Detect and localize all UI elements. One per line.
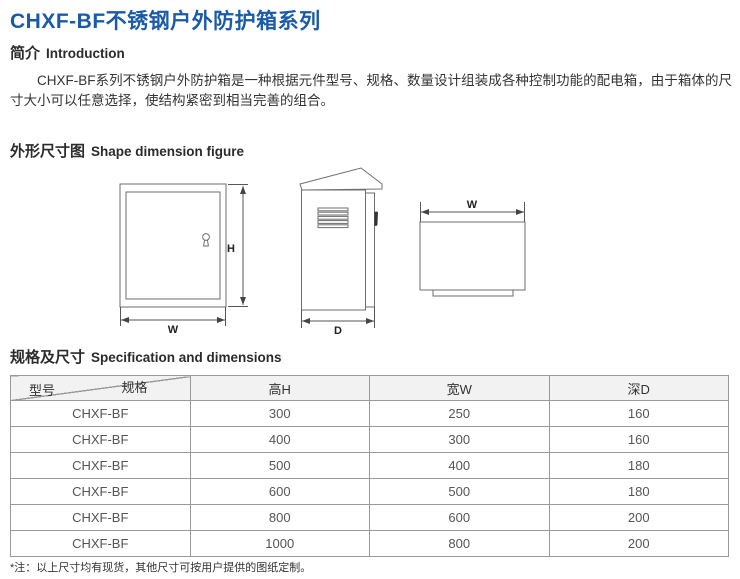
depth-cell: 180 bbox=[548, 452, 729, 479]
door-edge bbox=[365, 192, 375, 308]
spec-table-row: CHXF-BF 1000 800 200 bbox=[10, 530, 729, 557]
width-cell: 250 bbox=[369, 400, 550, 427]
spec-heading-en: Specification and dimensions bbox=[91, 350, 282, 365]
spec-heading: 规格及尺寸 Specification and dimensions bbox=[10, 346, 282, 367]
back-width-dimension-label: W bbox=[467, 199, 478, 211]
height-dimension-label: H bbox=[227, 243, 235, 255]
table-footnote: *注：以上尺寸均有现货，其他尺寸可按用户提供的图纸定制。 bbox=[10, 562, 312, 574]
cabinet-base bbox=[432, 289, 514, 297]
height-cell: 1000 bbox=[189, 530, 370, 557]
width-cell: 500 bbox=[369, 478, 550, 505]
model-cell: CHXF-BF bbox=[10, 426, 191, 453]
rain-roof bbox=[299, 167, 383, 191]
width-cell: 300 bbox=[369, 426, 550, 453]
shape-figure-heading: 外形尺寸图 Shape dimension figure bbox=[10, 140, 244, 161]
col-header-width: 宽W bbox=[369, 375, 550, 401]
width-cell: 800 bbox=[369, 530, 550, 557]
side-view-drawing: D bbox=[299, 167, 383, 335]
height-cell: 600 bbox=[189, 478, 370, 505]
height-cell: 300 bbox=[189, 400, 370, 427]
cabinet-back-body bbox=[419, 221, 526, 291]
width-cell: 600 bbox=[369, 504, 550, 531]
door-handle bbox=[374, 211, 378, 226]
depth-dimension-label: D bbox=[334, 325, 342, 335]
spec-table-row: CHXF-BF 400 300 160 bbox=[10, 426, 729, 453]
front-view-drawing: H W bbox=[119, 183, 248, 335]
height-cell: 400 bbox=[189, 426, 370, 453]
depth-cell: 180 bbox=[548, 478, 729, 505]
col-header-depth: 深D bbox=[548, 375, 729, 401]
col-header-height: 高H bbox=[189, 375, 370, 401]
louver-vent bbox=[317, 207, 349, 229]
spec-table-row: CHXF-BF 800 600 200 bbox=[10, 504, 729, 531]
height-cell: 500 bbox=[189, 452, 370, 479]
spec-table-row: CHXF-BF 300 250 160 bbox=[10, 400, 729, 427]
cabinet-side-body bbox=[301, 189, 366, 311]
intro-heading: 简介 Introduction bbox=[10, 42, 125, 63]
specification-table: 规格 型号 高H 宽W 深D CHXF-BF 300 250 160 CHXF-BF 40… bbox=[10, 375, 729, 557]
keyhole-icon bbox=[202, 233, 210, 247]
intro-paragraph: CHXF-BF系列不锈钢户外防护箱是一种根据元件型号、规格、数量设计组装成各种控… bbox=[10, 73, 732, 108]
model-cell: CHXF-BF bbox=[10, 504, 191, 531]
model-cell: CHXF-BF bbox=[10, 400, 191, 427]
shape-heading-en: Shape dimension figure bbox=[91, 144, 245, 159]
intro-heading-zh: 简介 bbox=[10, 45, 41, 62]
spec-table-row: CHXF-BF 600 500 180 bbox=[10, 478, 729, 505]
front-width-dimension-label: W bbox=[168, 324, 179, 335]
spec-heading-zh: 规格及尺寸 bbox=[10, 349, 86, 366]
depth-cell: 160 bbox=[548, 426, 729, 453]
depth-cell: 200 bbox=[548, 530, 729, 557]
model-cell: CHXF-BF bbox=[10, 478, 191, 505]
spec-header-row: 规格 型号 高H 宽W 深D bbox=[10, 375, 729, 401]
model-cell: CHXF-BF bbox=[10, 452, 191, 479]
spec-table-row: CHXF-BF 500 400 180 bbox=[10, 452, 729, 479]
corner-label-model: 型号 bbox=[29, 383, 56, 398]
depth-cell: 200 bbox=[548, 504, 729, 531]
page-title: CHXF-BF不锈钢户外防护箱系列 bbox=[10, 10, 321, 33]
height-cell: 800 bbox=[189, 504, 370, 531]
model-cell: CHXF-BF bbox=[10, 530, 191, 557]
shape-heading-zh: 外形尺寸图 bbox=[10, 143, 86, 160]
width-cell: 400 bbox=[369, 452, 550, 479]
depth-cell: 160 bbox=[548, 400, 729, 427]
back-view-drawing: W bbox=[419, 199, 526, 297]
corner-label-spec: 规格 bbox=[121, 380, 148, 395]
intro-heading-en: Introduction bbox=[46, 46, 125, 61]
corner-header-cell: 规格 型号 bbox=[10, 375, 191, 401]
